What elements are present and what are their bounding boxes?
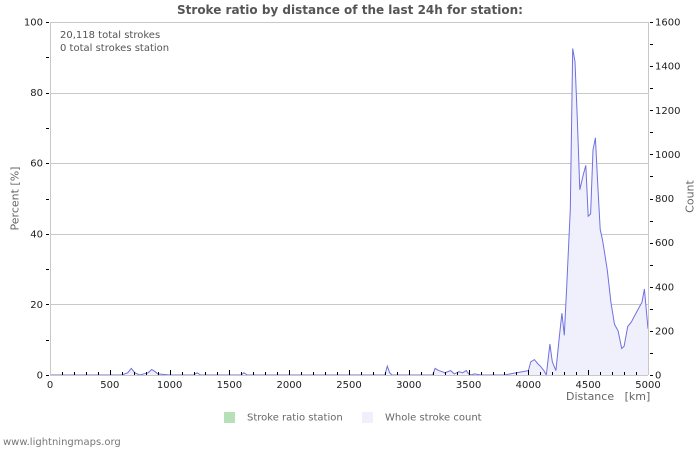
x-tick-label: 2500 [336, 380, 361, 391]
axes [46, 22, 653, 376]
footer-link[interactable]: www.lightningmaps.org [3, 437, 121, 448]
y-left-tick-label: 20 [30, 300, 43, 311]
y-right-tick-label: 800 [655, 194, 674, 205]
y-right-tick-label: 200 [655, 326, 674, 337]
y-axis-right-label: Count [683, 180, 697, 213]
chart-title: Stroke ratio by distance of the last 24h… [177, 3, 523, 17]
info-box: 20,118 total strokes 0 total strokes sta… [60, 29, 169, 55]
legend-label: Stroke ratio station [247, 412, 343, 424]
x-tick-label: 1500 [217, 380, 242, 391]
stroke-ratio-swatch [224, 412, 235, 423]
y-left-tick-label: 100 [24, 18, 43, 29]
x-tick-label: 500 [100, 380, 119, 391]
tick-labels: 0204060801000200400600800100012001400160… [24, 18, 681, 392]
whole-count-swatch [362, 412, 373, 423]
x-tick-label: 4000 [516, 380, 541, 391]
y-left-tick-label: 60 [30, 159, 43, 170]
y-right-tick-label: 1200 [655, 106, 680, 117]
legend-item-stroke-ratio: Stroke ratio station [224, 412, 343, 424]
y-right-tick-label: 1600 [655, 18, 680, 29]
x-tick-label: 1000 [157, 380, 182, 391]
stroke-count-fill [50, 48, 648, 375]
legend-label: Whole stroke count [385, 412, 482, 424]
y-right-tick-label: 400 [655, 282, 674, 293]
y-right-tick-label: 600 [655, 238, 674, 249]
x-tick-label: 3500 [456, 380, 481, 391]
total-strokes-label: 20,118 total strokes [60, 30, 161, 41]
x-tick-label: 5000 [635, 380, 660, 391]
y-axis-left-label: Percent [%] [8, 166, 22, 231]
y-left-tick-label: 40 [30, 229, 43, 240]
y-left-tick-label: 80 [30, 88, 43, 99]
y-right-tick-label: 1400 [655, 62, 680, 73]
x-tick-label: 2000 [276, 380, 301, 391]
grid-lines [50, 22, 648, 305]
y-right-tick-label: 1000 [655, 150, 680, 161]
x-axis-label: Distance [km] [566, 390, 651, 403]
y-right-tick-label: 0 [655, 371, 661, 382]
stroke-count-area [50, 48, 649, 377]
legend-item-whole-count: Whole stroke count [362, 412, 482, 424]
stroke-count-line [50, 48, 649, 377]
x-tick-label: 4500 [575, 380, 600, 391]
x-tick-label: 3000 [396, 380, 421, 391]
y-left-tick-label: 0 [37, 371, 43, 382]
station-strokes-label: 0 total strokes station [60, 43, 170, 54]
x-tick-label: 0 [47, 380, 53, 391]
